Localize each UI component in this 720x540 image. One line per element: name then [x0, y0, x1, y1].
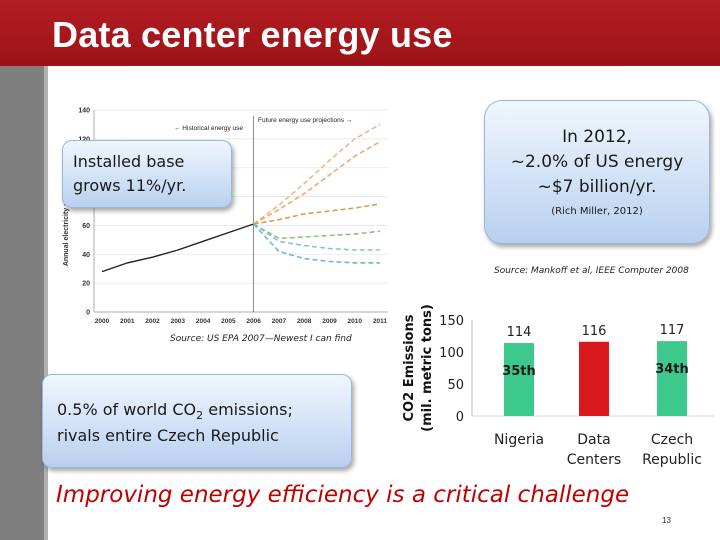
bar-1 [579, 341, 609, 416]
co2-line2: rivals entire Czech Republic [57, 426, 279, 445]
line-chart-x-tick-8: 2008 [297, 318, 312, 325]
bar-chart-y-tick-0: 0 [456, 410, 464, 425]
bar-chart-y-tick-3: 150 [439, 314, 464, 329]
line-chart-x-tick-7: 2007 [272, 318, 287, 325]
line-chart-x-tick-1: 2001 [120, 318, 135, 325]
line-chart-x-tick-3: 2003 [171, 318, 186, 325]
projection-annotation: Future energy use projections → [258, 117, 352, 124]
energy-line2: ~2.0% of US energy [510, 152, 684, 172]
mankoff-source-note: Source: Mankoff et al, IEEE Computer 200… [494, 266, 689, 276]
bar-value-label-2: 117 [660, 323, 685, 338]
bar-category-label-1: Data [577, 432, 610, 448]
bar-category-label-2: Czech [651, 432, 693, 448]
bar-chart-y-tick-2: 100 [439, 346, 464, 361]
line-chart-x-tick-9: 2009 [322, 318, 337, 325]
installed-base-line2: grows 11%/yr. [73, 176, 187, 195]
bar-value-label-0: 114 [507, 325, 532, 340]
line-chart-y-tick-0: 0 [86, 310, 90, 317]
bar-category-label-0: Nigeria [494, 432, 544, 448]
line-chart-x-tick-5: 2005 [221, 318, 236, 325]
footer-statement: Improving energy efficiency is a critica… [56, 482, 630, 508]
bar-rank-label-0: 35th [502, 364, 536, 379]
line-chart-x-tick-6: 2006 [246, 318, 261, 325]
bar-category-label-1-line2: Centers [567, 452, 621, 468]
epa-source-note: Source: US EPA 2007—Newest I can find [170, 334, 352, 344]
line-chart-x-tick-0: 2000 [95, 318, 110, 325]
line-chart-y-tick-1: 20 [82, 281, 90, 288]
line-series-3 [253, 203, 381, 225]
co2-callout: 0.5% of world CO2 emissions; rivals enti… [42, 374, 352, 468]
bar-category-label-2-line2: Republic [642, 452, 702, 468]
energy-line3: ~$7 billion/yr. [537, 177, 657, 197]
energy-citation: (Rich Miller, 2012) [551, 206, 643, 217]
co2-bar-chart: CO2 Emissions (mil. metric tons) 0 50 100 1… [402, 304, 714, 468]
line-series-2 [253, 141, 381, 225]
bar-2 [657, 341, 687, 416]
co2-line1: 0.5% of world CO2 emissions; [57, 397, 293, 429]
co2-line1-sub: 2 [196, 409, 204, 423]
co2-line1-pre: 0.5% of world CO [57, 400, 197, 419]
energy-use-line-chart: Annual electricity use ← Historical ener… [63, 108, 388, 325]
line-chart-y-tick-6: 120 [78, 136, 90, 143]
line-chart-y-tick-3: 60 [82, 223, 90, 230]
line-chart-x-tick-10: 2010 [347, 318, 362, 325]
slide-title: Data center energy use [52, 14, 453, 55]
bar-value-label-1: 116 [582, 324, 607, 339]
historical-annotation: ← Historical energy use [174, 125, 243, 132]
line-chart-x-tick-2: 2002 [145, 318, 160, 325]
installed-base-callout: Installed base grows 11%/yr. [62, 140, 232, 208]
energy-line1: In 2012, [562, 127, 632, 147]
line-series-1 [253, 123, 381, 225]
left-side-bar-strip [44, 66, 48, 540]
bar-rank-label-2: 34th [655, 362, 689, 377]
energy-2012-callout: In 2012, ~2.0% of US energy ~$7 billion/… [484, 100, 710, 244]
bar-0 [504, 343, 534, 416]
line-series-6 [253, 223, 380, 264]
installed-base-line1: Installed base [73, 152, 185, 171]
line-chart-y-axis-label: Annual electricity use [63, 194, 70, 266]
line-chart-x-tick-4: 2004 [196, 318, 211, 325]
line-series-0 [101, 223, 254, 273]
co2-line1-post: emissions; [203, 400, 293, 419]
left-side-bar [0, 66, 48, 540]
page-number: 13 [662, 516, 671, 525]
bar-chart-y-label-1: CO2 Emissions [402, 314, 417, 421]
line-chart-x-tick-11: 2011 [373, 318, 387, 325]
line-chart-y-tick-2: 40 [82, 252, 90, 259]
line-series-4 [253, 223, 381, 240]
line-series-5 [253, 223, 380, 251]
title-bar [0, 0, 720, 66]
bar-chart-y-label-2: (mil. metric tons) [420, 304, 435, 432]
bar-chart-y-tick-1: 50 [447, 378, 464, 393]
line-chart-y-tick-7: 140 [78, 108, 90, 115]
